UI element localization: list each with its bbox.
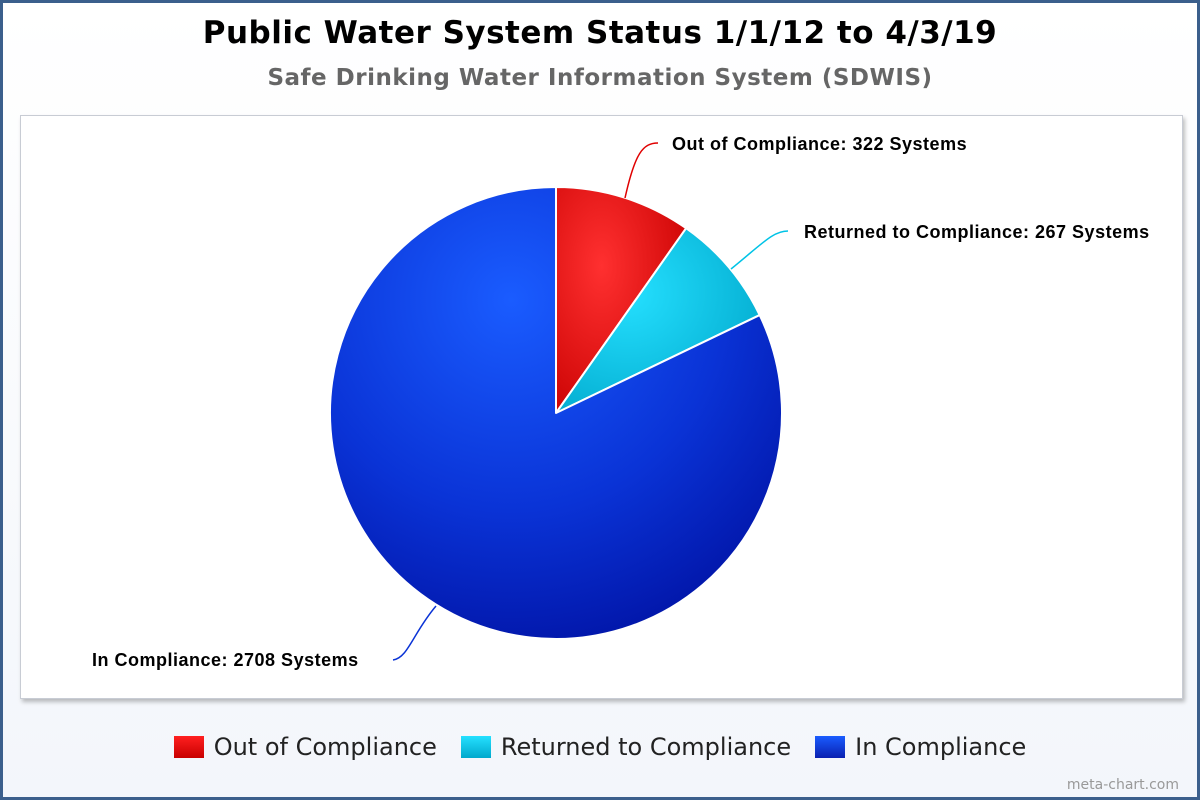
pie-slices	[329, 186, 783, 640]
legend-item-returned-to-compliance[interactable]: Returned to Compliance	[460, 733, 792, 761]
legend-swatch-blue	[815, 736, 846, 758]
watermark: meta-chart.com	[1066, 777, 1179, 793]
legend-swatch-cyan	[460, 736, 491, 758]
slice-label: In Compliance: 2708 Systems	[92, 650, 359, 670]
leader-line	[624, 142, 659, 199]
legend: Out of Compliance Returned to Compliance…	[3, 733, 1197, 761]
legend-item-in-compliance[interactable]: In Compliance	[815, 733, 1026, 761]
leader-line	[730, 230, 789, 270]
leader-line	[392, 605, 437, 661]
slice-leader-lines	[392, 142, 789, 661]
pie-slice-returned-to-compliance[interactable]	[555, 227, 761, 414]
legend-label: Returned to Compliance	[500, 733, 792, 761]
legend-item-out-of-compliance[interactable]: Out of Compliance	[173, 733, 437, 761]
pie-chart: Out of Compliance: 322 Systems Returned t…	[92, 134, 1150, 670]
slice-labels: Out of Compliance: 322 Systems Returned t…	[92, 134, 1150, 670]
slice-label: Returned to Compliance: 267 Systems	[804, 222, 1150, 242]
pie-slice-out-of-compliance[interactable]	[555, 186, 688, 414]
pie-slice-in-compliance[interactable]	[329, 186, 783, 640]
legend-label: Out of Compliance	[213, 733, 437, 761]
chart-title: Public Water System Status 1/1/12 to 4/3…	[202, 15, 998, 51]
legend-swatch-red	[173, 736, 204, 758]
slice-label: Out of Compliance: 322 Systems	[672, 134, 967, 154]
legend-label: In Compliance	[855, 733, 1027, 761]
chart-subtitle: Safe Drinking Water Information System (…	[267, 65, 933, 91]
